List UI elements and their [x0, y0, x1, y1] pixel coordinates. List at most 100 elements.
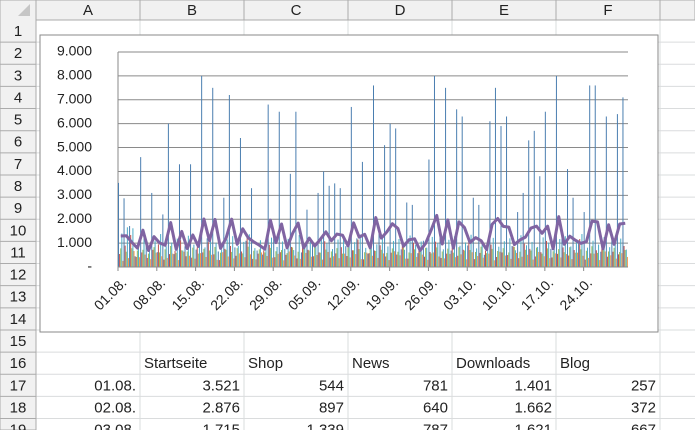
- row-header[interactable]: 14: [10, 311, 27, 328]
- bar: [253, 250, 255, 267]
- bar: [622, 97, 624, 267]
- row-header[interactable]: 12: [10, 267, 27, 284]
- y-tick-label: 5.000: [57, 138, 92, 154]
- bar: [298, 234, 300, 267]
- bar: [244, 257, 246, 267]
- bar: [601, 245, 603, 267]
- row-header[interactable]: 8: [14, 178, 22, 195]
- table-header-cell[interactable]: Downloads: [456, 355, 530, 372]
- table-header-cell[interactable]: Startseite: [144, 355, 207, 372]
- bar: [305, 252, 307, 267]
- bar: [463, 250, 465, 267]
- number-cell[interactable]: 2.876: [202, 399, 240, 416]
- bar: [369, 246, 371, 267]
- number-cell[interactable]: 1.339: [306, 422, 344, 430]
- bar: [228, 95, 230, 267]
- row-header[interactable]: 17: [10, 377, 27, 394]
- bar: [360, 259, 362, 267]
- bar: [466, 259, 468, 267]
- bar: [178, 164, 180, 267]
- chart-area[interactable]: [39, 34, 659, 333]
- bar: [315, 247, 317, 267]
- bar: [381, 238, 383, 267]
- bar: [560, 257, 562, 267]
- number-cell[interactable]: 897: [319, 399, 344, 416]
- row-header[interactable]: 9: [14, 200, 22, 217]
- row-header[interactable]: 4: [14, 89, 22, 106]
- row-header[interactable]: 6: [14, 134, 22, 151]
- row-header[interactable]: 3: [14, 67, 22, 84]
- bar: [469, 250, 471, 267]
- bar: [290, 246, 292, 267]
- bar: [147, 253, 149, 267]
- number-cell[interactable]: 667: [631, 422, 656, 430]
- row-header[interactable]: 15: [10, 333, 27, 350]
- number-cell[interactable]: 3.521: [202, 377, 240, 394]
- number-cell[interactable]: 781: [423, 377, 448, 394]
- y-tick-label: 7.000: [57, 90, 92, 106]
- number-cell[interactable]: 1.715: [202, 422, 240, 430]
- bar: [442, 249, 444, 267]
- row-header[interactable]: 18: [10, 399, 27, 416]
- bar: [160, 234, 162, 267]
- bar: [523, 243, 525, 267]
- bar: [600, 251, 602, 267]
- row-header[interactable]: 2: [14, 45, 22, 62]
- number-cell[interactable]: 640: [423, 399, 448, 416]
- bar: [510, 258, 512, 267]
- bar: [206, 238, 208, 267]
- bar: [389, 123, 391, 268]
- bar: [520, 235, 522, 267]
- bar: [300, 252, 302, 267]
- chart: - 1.000 2.000 3.000 4.000 5.000 6.000 7.000 8.00…: [39, 34, 659, 333]
- column-header[interactable]: E: [499, 2, 509, 19]
- bar: [287, 238, 289, 267]
- bar: [143, 237, 145, 267]
- row-header[interactable]: 7: [14, 156, 22, 173]
- row-header[interactable]: 13: [10, 289, 27, 306]
- select-all[interactable]: [18, 4, 30, 16]
- table-header-cell[interactable]: Shop: [248, 355, 283, 372]
- bar: [329, 257, 331, 267]
- number-cell[interactable]: 787: [423, 422, 448, 430]
- table-header-cell[interactable]: News: [352, 355, 390, 372]
- number-cell[interactable]: 544: [319, 377, 344, 394]
- row-header[interactable]: 16: [10, 355, 27, 372]
- column-header[interactable]: F: [603, 2, 612, 19]
- bar: [450, 250, 452, 267]
- row-header[interactable]: 1: [14, 23, 22, 40]
- number-cell[interactable]: 1.662: [514, 399, 552, 416]
- bar: [322, 259, 323, 267]
- bar: [448, 239, 450, 267]
- number-cell[interactable]: 257: [631, 377, 656, 394]
- number-cell[interactable]: 1.621: [514, 422, 552, 430]
- row-header[interactable]: 10: [10, 222, 27, 239]
- bar: [602, 248, 604, 267]
- number-cell[interactable]: 1.401: [514, 377, 552, 394]
- bar: [465, 242, 467, 267]
- bar: [229, 245, 231, 267]
- table-header-cell[interactable]: Blog: [560, 355, 590, 372]
- bar: [330, 251, 332, 267]
- bar: [484, 250, 486, 267]
- bar: [625, 249, 627, 267]
- y-tick-label: 1.000: [57, 234, 92, 250]
- column-header[interactable]: A: [83, 2, 93, 19]
- row-header[interactable]: 19: [10, 422, 27, 430]
- column-header[interactable]: C: [291, 2, 302, 19]
- column-header[interactable]: B: [187, 2, 197, 19]
- date-cell[interactable]: 02.08.: [94, 399, 136, 416]
- date-cell[interactable]: 03.08.: [94, 422, 136, 430]
- row-header[interactable]: 11: [10, 244, 26, 261]
- bar: [419, 250, 421, 267]
- bar: [569, 247, 571, 267]
- bar: [427, 259, 429, 267]
- bar: [302, 243, 304, 267]
- number-cell[interactable]: 372: [631, 399, 656, 416]
- bar: [428, 159, 430, 267]
- date-cell[interactable]: 01.08.: [94, 377, 136, 394]
- column-header[interactable]: D: [395, 2, 406, 19]
- row-header[interactable]: 5: [14, 112, 22, 129]
- bar: [131, 248, 133, 267]
- bar: [573, 250, 575, 267]
